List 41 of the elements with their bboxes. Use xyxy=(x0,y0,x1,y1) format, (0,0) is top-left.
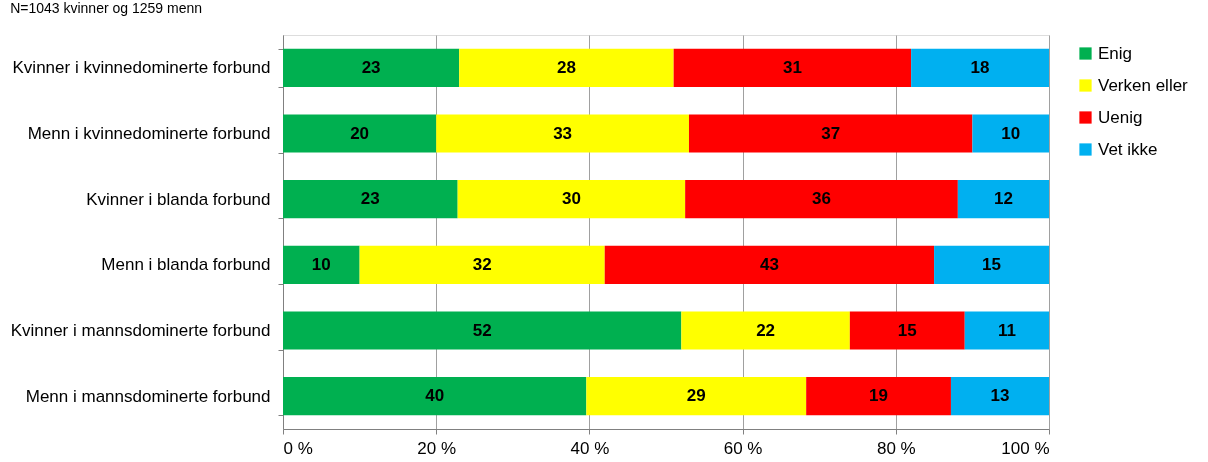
data-label: 10 xyxy=(1001,123,1021,143)
data-label: 23 xyxy=(361,57,381,77)
y-tick-label: Kvinner i mannsdominerte forbund xyxy=(10,321,271,340)
data-label: 40 xyxy=(425,386,445,406)
data-label: 11 xyxy=(997,320,1016,340)
legend-label: Uenig xyxy=(1098,107,1143,127)
x-tick-label: 0 % xyxy=(283,438,313,458)
y-tick-label: Menn i kvinnedominerte forbund xyxy=(27,124,271,143)
data-label: 30 xyxy=(561,189,581,209)
data-label: 22 xyxy=(756,320,776,340)
legend-label: Vet ikke xyxy=(1098,139,1158,159)
data-label: 10 xyxy=(311,254,331,274)
data-label: 33 xyxy=(553,123,573,143)
data-label: 36 xyxy=(812,189,831,209)
y-tick-label: Kvinner i blanda forbund xyxy=(86,189,271,209)
data-label: 19 xyxy=(869,386,889,406)
legend-label: Verken eller xyxy=(1098,75,1189,95)
data-label: 15 xyxy=(982,254,1002,274)
text: N=1043 kvinner og 1259 menn xyxy=(10,0,202,16)
data-label: 28 xyxy=(556,57,576,77)
x-tick-label: 40 % xyxy=(570,438,610,458)
data-label: 23 xyxy=(360,189,380,209)
legend-label: Enig xyxy=(1098,43,1133,63)
data-label: 18 xyxy=(970,57,990,77)
x-tick-label: 80 % xyxy=(876,438,916,458)
x-tick-label: 60 % xyxy=(723,438,763,458)
data-label: 52 xyxy=(472,320,492,340)
data-label: 29 xyxy=(686,386,706,406)
x-tick-label: 100 % xyxy=(1001,438,1050,458)
data-label: 32 xyxy=(472,254,492,274)
y-tick-label: Menn i mannsdominerte forbund xyxy=(25,386,271,406)
data-label: 43 xyxy=(759,254,779,274)
data-label: 31 xyxy=(782,57,802,77)
data-label: 20 xyxy=(350,123,370,143)
x-tick-label: 20 % xyxy=(417,438,457,458)
y-tick-label: Menn i blanda forbund xyxy=(101,255,271,275)
data-label: 15 xyxy=(897,320,917,340)
data-label: 12 xyxy=(993,189,1013,209)
y-tick-label: Kvinner i kvinnedominerte forbund xyxy=(12,58,271,78)
data-label: 13 xyxy=(990,386,1010,406)
data-label: 37 xyxy=(821,123,841,143)
